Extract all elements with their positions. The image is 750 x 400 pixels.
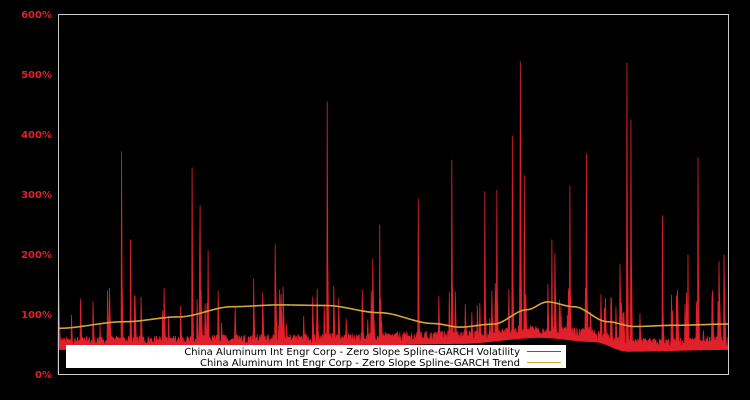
y-tick-label: 0% [35,370,52,381]
y-tick-label: 500% [21,70,52,81]
legend-label-trend: China Aluminum Int Engr Corp - Zero Slop… [200,358,520,369]
trend-series [57,301,728,330]
plot-frame [58,14,729,375]
y-tick-label: 100% [21,310,52,321]
y-tick-label: 300% [21,190,52,201]
y-tick-label: 200% [21,250,52,261]
trend-line [57,301,728,330]
y-axis: 0% 100% 200% 300% 400% 500% 600% [21,10,52,381]
legend-box [66,345,566,368]
y-tick-label: 600% [21,10,52,21]
legend: China Aluminum Int Engr Corp - Zero Slop… [66,345,566,369]
legend-label-volatility: China Aluminum Int Engr Corp - Zero Slop… [184,347,520,358]
y-tick-label: 400% [21,130,52,141]
volatility-line [57,61,729,375]
